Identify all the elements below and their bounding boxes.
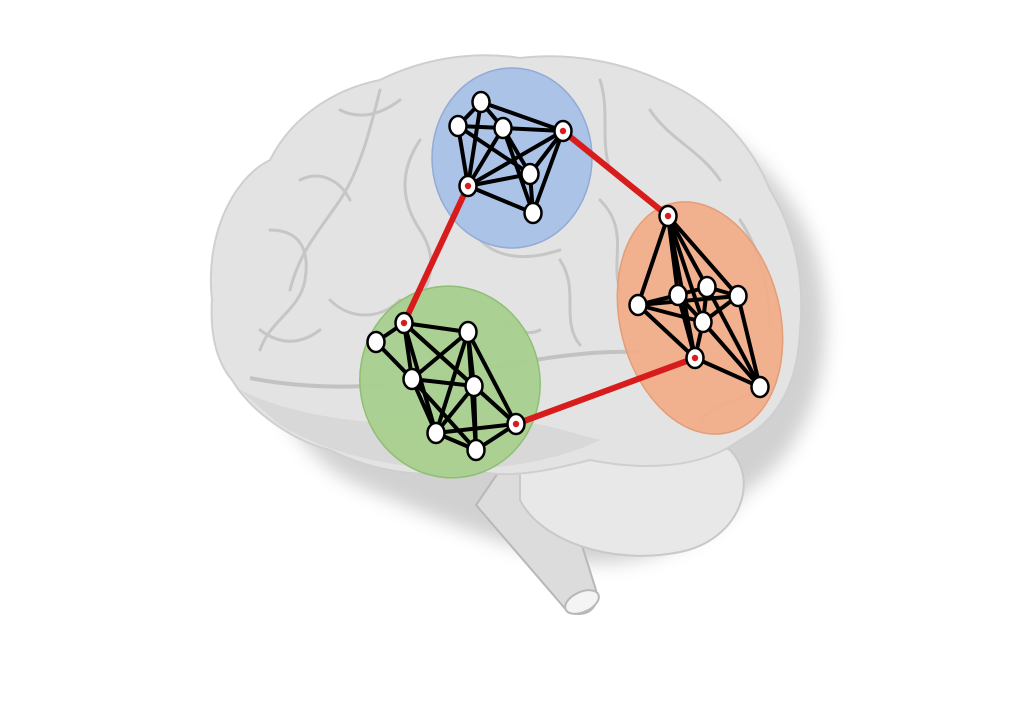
- hub-marker: [691, 354, 699, 362]
- network-node: [464, 374, 484, 398]
- network-node: [458, 320, 478, 344]
- link-green-orange: [513, 355, 698, 427]
- network-node: [693, 310, 713, 334]
- network-node: [520, 162, 540, 186]
- network-node: [471, 90, 491, 114]
- hub-marker: [400, 319, 408, 327]
- network-node: [448, 114, 468, 138]
- connector-hubs: [400, 127, 699, 428]
- network-node: [728, 284, 748, 308]
- network-node: [697, 275, 717, 299]
- network-node: [466, 438, 486, 462]
- network-node: [628, 293, 648, 317]
- module-green-nodes: [366, 311, 526, 462]
- network-node: [750, 375, 770, 399]
- module-orange-network: [628, 204, 770, 399]
- network-node: [668, 283, 688, 307]
- network-node: [493, 116, 513, 140]
- hub-marker: [664, 212, 672, 220]
- hub-marker: [559, 127, 567, 135]
- hub-marker: [512, 420, 520, 428]
- link-blue-orange: [560, 128, 671, 219]
- network-node: [402, 367, 422, 391]
- network-node: [426, 421, 446, 445]
- module-orange-nodes: [628, 204, 770, 399]
- hub-marker: [464, 182, 472, 190]
- network-node: [366, 330, 386, 354]
- module-green-network: [366, 311, 526, 462]
- inter-module-links: [401, 128, 698, 427]
- link-blue-green: [401, 183, 471, 326]
- network-node: [523, 201, 543, 225]
